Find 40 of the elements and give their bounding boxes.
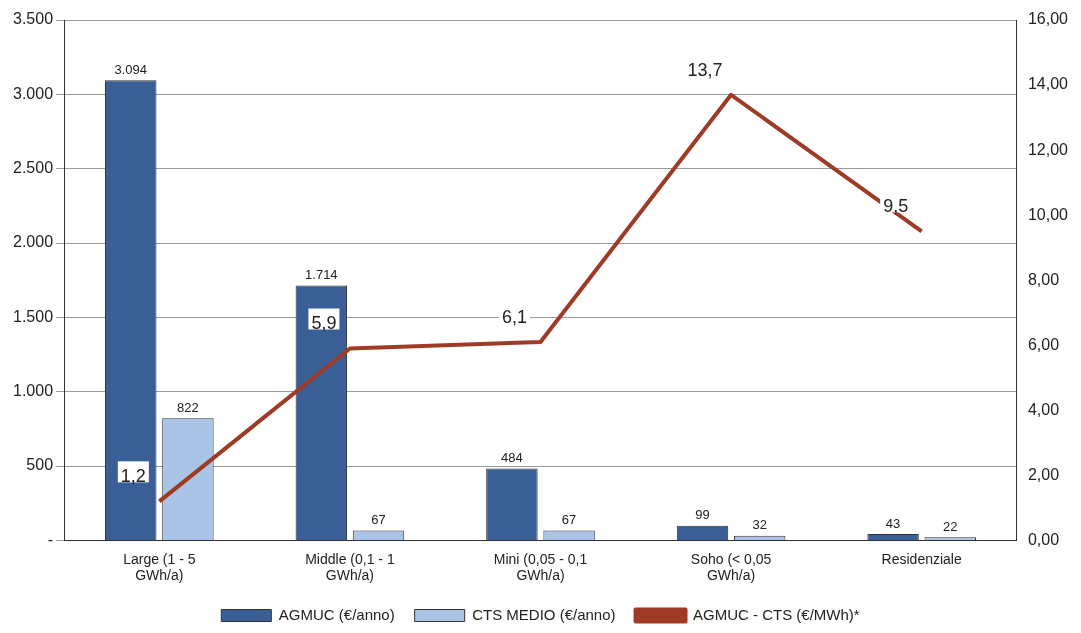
y-tick-label: 1.000 [12, 382, 54, 400]
x-tick-label: Middle (0,1 - 1 GWh/a) [305, 550, 395, 584]
data-label: 484 [501, 450, 523, 466]
y-tick-label: 1.500 [12, 307, 54, 325]
data-label: 1,2 [120, 466, 146, 487]
data-label: 67 [371, 512, 386, 528]
y-tick-label: - [47, 530, 54, 548]
x-tick-label: Soho (< 0,05 GWh/a) [690, 550, 772, 584]
y-tick-label: 3.500 [12, 10, 54, 28]
y2-tick-label: 0,00 [1027, 530, 1060, 548]
data-label: 822 [177, 399, 199, 415]
data-label: 5,9 [311, 313, 337, 334]
y2-tick-label: 6,00 [1027, 335, 1060, 353]
y2-tick-label: 10,00 [1027, 205, 1069, 223]
data-label: 13,7 [687, 59, 723, 80]
y2-tick-label: 14,00 [1027, 75, 1069, 93]
data-label: 6,1 [501, 306, 528, 327]
data-label: 1.714 [305, 267, 338, 283]
y-tick-label: 2.500 [12, 159, 54, 177]
legend-label: AGMUC (€/anno) [278, 605, 395, 623]
data-label: 67 [561, 512, 577, 528]
y-tick-label: 500 [26, 456, 54, 474]
data-label: 32 [752, 517, 767, 533]
y2-tick-label: 2,00 [1027, 465, 1060, 483]
y2-tick-label: 16,00 [1027, 10, 1069, 28]
data-label: 3.094 [114, 61, 148, 77]
legend-label: AGMUC - CTS (€/MWh)* [693, 605, 860, 623]
y2-tick-label: 8,00 [1027, 270, 1060, 288]
x-tick-label: Residenziale [881, 550, 962, 567]
data-label: 9,5 [883, 196, 909, 217]
y-tick-label: 2.000 [12, 233, 54, 251]
x-tick-label: Large (1 - 5 GWh/a) [123, 550, 196, 584]
x-tick-label: Mini (0,05 - 0,1 GWh/a) [493, 550, 588, 584]
data-label: 43 [885, 515, 901, 531]
data-label: 99 [695, 507, 710, 523]
y-tick-label: 3.000 [12, 84, 54, 102]
legend-label: CTS MEDIO (€/anno) [472, 605, 616, 623]
y2-tick-label: 4,00 [1027, 400, 1060, 418]
y2-tick-label: 12,00 [1027, 140, 1069, 158]
data-label: 22 [943, 518, 958, 534]
